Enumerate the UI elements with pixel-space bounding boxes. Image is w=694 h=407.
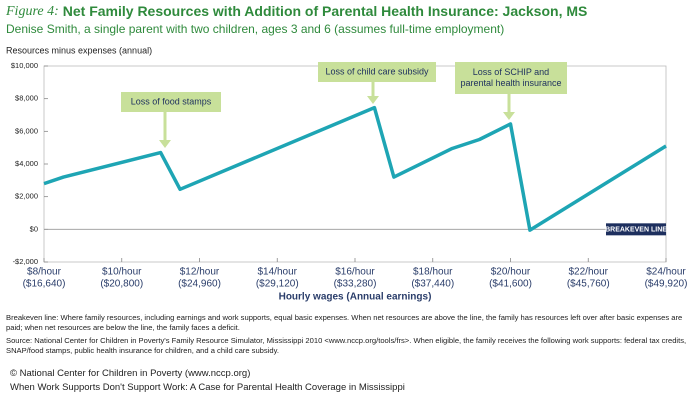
annotation-text: Loss of SCHIP and (473, 67, 549, 77)
note-breakeven: Breakeven line: Where family resources, … (6, 313, 683, 332)
y-tick-label: $4,000 (15, 159, 38, 168)
x-tick-earnings: ($37,440) (411, 279, 454, 290)
x-axis-label: Hourly wages (Annual earnings) (279, 292, 432, 303)
y-tick-label: -$2,000 (13, 257, 38, 266)
y-axis-label: Resources minus expenses (annual) (6, 45, 152, 55)
note-source: Source: National Center for Children in … (6, 336, 687, 355)
title-text: Net Family Resources with Addition of Pa… (63, 3, 588, 19)
x-tick-label: $20/hour (491, 267, 531, 278)
x-tick-earnings: ($20,800) (100, 279, 143, 290)
x-tick-earnings: ($45,760) (567, 279, 610, 290)
y-tick-label: $8,000 (15, 94, 38, 103)
annotation-arrow-head (503, 112, 515, 120)
x-tick-earnings: ($33,280) (334, 279, 377, 290)
x-tick-earnings: ($49,920) (645, 279, 688, 290)
y-tick-label: $10,000 (11, 61, 38, 70)
x-tick-label: $12/hour (180, 267, 220, 278)
x-tick-earnings: ($41,600) (489, 279, 532, 290)
annotation-text: Loss of food stamps (131, 96, 212, 106)
breakeven-label: BREAKEVEN LINE (605, 227, 667, 234)
annotation-box (455, 62, 567, 94)
chart-title: Figure 4: Net Family Resources with Addit… (5, 3, 587, 20)
y-tick-label: $2,000 (15, 192, 38, 201)
y-tick-label: $6,000 (15, 126, 38, 135)
x-tick-label: $14/hour (258, 267, 298, 278)
x-tick-label: $16/hour (335, 267, 375, 278)
annotation-arrow-head (159, 140, 171, 148)
x-tick-earnings: ($16,640) (23, 279, 66, 290)
x-tick-label: $22/hour (569, 267, 609, 278)
annotation-text: Loss of child care subsidy (325, 66, 429, 76)
annotation-arrow-head (367, 96, 379, 104)
annotation-text: parental health insurance (460, 78, 561, 88)
x-tick-label: $10/hour (102, 267, 142, 278)
x-tick-earnings: ($29,120) (256, 279, 299, 290)
y-tick-label: $0 (30, 224, 38, 233)
annotation-box (318, 62, 436, 82)
subtitle: Denise Smith, a single parent with two c… (6, 22, 504, 36)
breakeven-box (606, 223, 666, 236)
x-tick-label: $8/hour (27, 267, 62, 278)
title-prefix: Figure 4: (5, 4, 59, 19)
footer-credit: © National Center for Children in Povert… (10, 368, 251, 379)
footer-report: When Work Supports Don't Support Work: A… (10, 382, 405, 393)
series-line (43, 105, 667, 232)
chart: Figure 4: Net Family Resources with Addit… (5, 3, 688, 303)
annotation-box (121, 92, 221, 112)
x-tick-label: $24/hour (646, 267, 686, 278)
x-tick-earnings: ($24,960) (178, 279, 221, 290)
x-tick-label: $18/hour (413, 267, 453, 278)
